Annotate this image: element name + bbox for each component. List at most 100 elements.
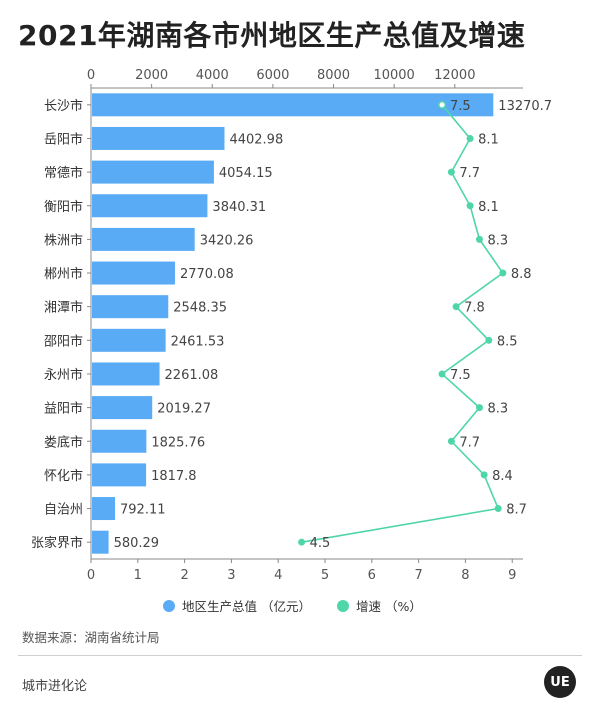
gdp-bar <box>92 227 195 251</box>
growth-point <box>494 505 502 513</box>
gdp-bar <box>92 497 116 521</box>
gdp-bar <box>92 396 153 420</box>
top-axis-tick-label: 2000 <box>135 68 168 83</box>
growth-point-label: 7.5 <box>450 99 471 114</box>
category-label: 永州市 <box>44 367 83 383</box>
growth-point <box>438 370 446 378</box>
category-label: 株洲市 <box>44 232 83 248</box>
gdp-bar-label: 3840.31 <box>212 200 266 215</box>
growth-point <box>475 235 483 243</box>
growth-point-label: 7.7 <box>459 435 480 450</box>
category-label: 常德市 <box>44 165 83 181</box>
bottom-axis-tick-label: 6 <box>368 568 376 583</box>
category-label: 邵阳市 <box>44 333 83 349</box>
category-label: 自治州 <box>44 503 83 518</box>
bottom-axis-tick-label: 8 <box>461 568 469 583</box>
growth-line <box>301 104 504 543</box>
top-axis-tick-label: 12000 <box>434 68 475 83</box>
brand-name: 城市进化论 <box>22 679 88 694</box>
growth-point <box>447 437 455 445</box>
category-label: 怀化市 <box>44 468 83 484</box>
growth-point-label: 8.3 <box>487 402 508 417</box>
gdp-bar-label: 4402.98 <box>229 132 283 147</box>
gdp-bar <box>92 126 225 150</box>
growth-point-label: 8.5 <box>497 334 518 349</box>
chart-title: 2021年湖南各市州地区生产总值及增速 <box>18 19 526 52</box>
growth-point <box>298 538 306 546</box>
gdp-bar <box>92 530 109 554</box>
top-axis-tick-label: 0 <box>87 68 95 83</box>
growth-point-label: 8.1 <box>478 132 499 147</box>
growth-point <box>466 134 474 142</box>
growth-point-label: 8.1 <box>478 200 499 215</box>
category-label: 益阳市 <box>44 401 83 417</box>
growth-point <box>438 100 446 109</box>
growth-point-label: 8.4 <box>492 469 513 484</box>
growth-point <box>447 168 455 176</box>
gdp-bar <box>92 362 160 386</box>
growth-point-label: 7.8 <box>464 301 485 316</box>
gdp-bar-label: 580.29 <box>114 536 160 551</box>
growth-point <box>480 471 488 479</box>
growth-point-label: 8.7 <box>506 503 527 518</box>
bottom-axis-tick-label: 2 <box>180 568 188 583</box>
gdp-bar-label: 2019.27 <box>157 402 211 417</box>
bottom-axis-tick-label: 7 <box>414 568 422 583</box>
gdp-bar <box>92 429 147 453</box>
legend-gdp-label: 地区生产总值 （亿元） <box>182 599 311 614</box>
growth-point-label: 8.3 <box>487 233 508 248</box>
legend-growth-label: 增速 （%） <box>355 599 422 614</box>
gdp-bar-label: 792.11 <box>120 503 166 518</box>
bottom-axis-tick-label: 9 <box>508 568 516 583</box>
gdp-bar <box>92 93 494 117</box>
growth-point-label: 4.5 <box>310 536 331 551</box>
legend: 地区生产总值 （亿元） 增速 （%） <box>163 596 448 615</box>
gdp-bar-label: 2461.53 <box>171 334 225 349</box>
top-axis-tick-label: 10000 <box>373 68 414 83</box>
legend-growth-swatch <box>336 599 349 612</box>
gdp-bar-label: 1825.76 <box>151 435 205 450</box>
gdp-bar <box>92 160 214 184</box>
chart-canvas: 0 2000 4000 6000 8000 10000 12000 0 1 2 3 4 5 6 7 8 9 长沙市… <box>31 68 552 583</box>
category-label: 湘潭市 <box>44 300 83 316</box>
growth-point-label: 7.7 <box>459 166 480 181</box>
growth-point-label: 7.5 <box>450 368 471 383</box>
bottom-axis-tick-label: 1 <box>134 568 142 583</box>
category-label: 岳阳市 <box>44 131 83 147</box>
bottom-axis-tick-label: 3 <box>227 568 235 583</box>
growth-point <box>499 269 507 277</box>
bottom-axis-tick-label: 0 <box>87 568 95 583</box>
category-label: 郴州市 <box>44 266 83 282</box>
gdp-bar-label: 1817.8 <box>151 469 197 484</box>
growth-point <box>452 303 460 311</box>
bottom-axis-tick-label: 4 <box>274 568 282 583</box>
gdp-bar-label: 4054.15 <box>219 166 273 181</box>
growth-point <box>466 202 474 210</box>
category-label: 娄底市 <box>44 434 83 450</box>
data-source: 数据来源：湖南省统计局 <box>22 630 160 645</box>
gdp-bar-label: 3420.26 <box>200 233 254 248</box>
growth-point <box>485 336 493 344</box>
bottom-axis-tick-label: 5 <box>321 568 329 583</box>
brand-logo-icon: UE <box>544 666 576 698</box>
top-axis-tick-label: 6000 <box>256 68 289 83</box>
legend-item-growth[interactable]: 增速 （%） <box>336 596 422 615</box>
category-label: 长沙市 <box>44 98 83 114</box>
growth-point <box>475 404 483 412</box>
top-axis-tick-label: 4000 <box>196 68 229 83</box>
gdp-bar-label: 2261.08 <box>165 368 219 383</box>
gdp-bar <box>92 194 208 218</box>
footer-divider <box>18 655 582 656</box>
gdp-bar-label: 13270.7 <box>498 99 552 114</box>
gdp-bar-label: 2770.08 <box>180 267 234 282</box>
gdp-bar-label: 2548.35 <box>173 301 227 316</box>
legend-gdp-swatch <box>163 599 175 612</box>
gdp-bar <box>92 261 175 285</box>
category-label: 张家界市 <box>31 535 83 551</box>
gdp-bar <box>92 463 147 487</box>
legend-item-gdp[interactable]: 地区生产总值 （亿元） <box>163 596 311 615</box>
top-axis-tick-label: 8000 <box>317 68 350 83</box>
category-label: 衡阳市 <box>44 199 83 215</box>
gdp-bar <box>92 295 169 319</box>
gdp-bar <box>92 328 166 352</box>
